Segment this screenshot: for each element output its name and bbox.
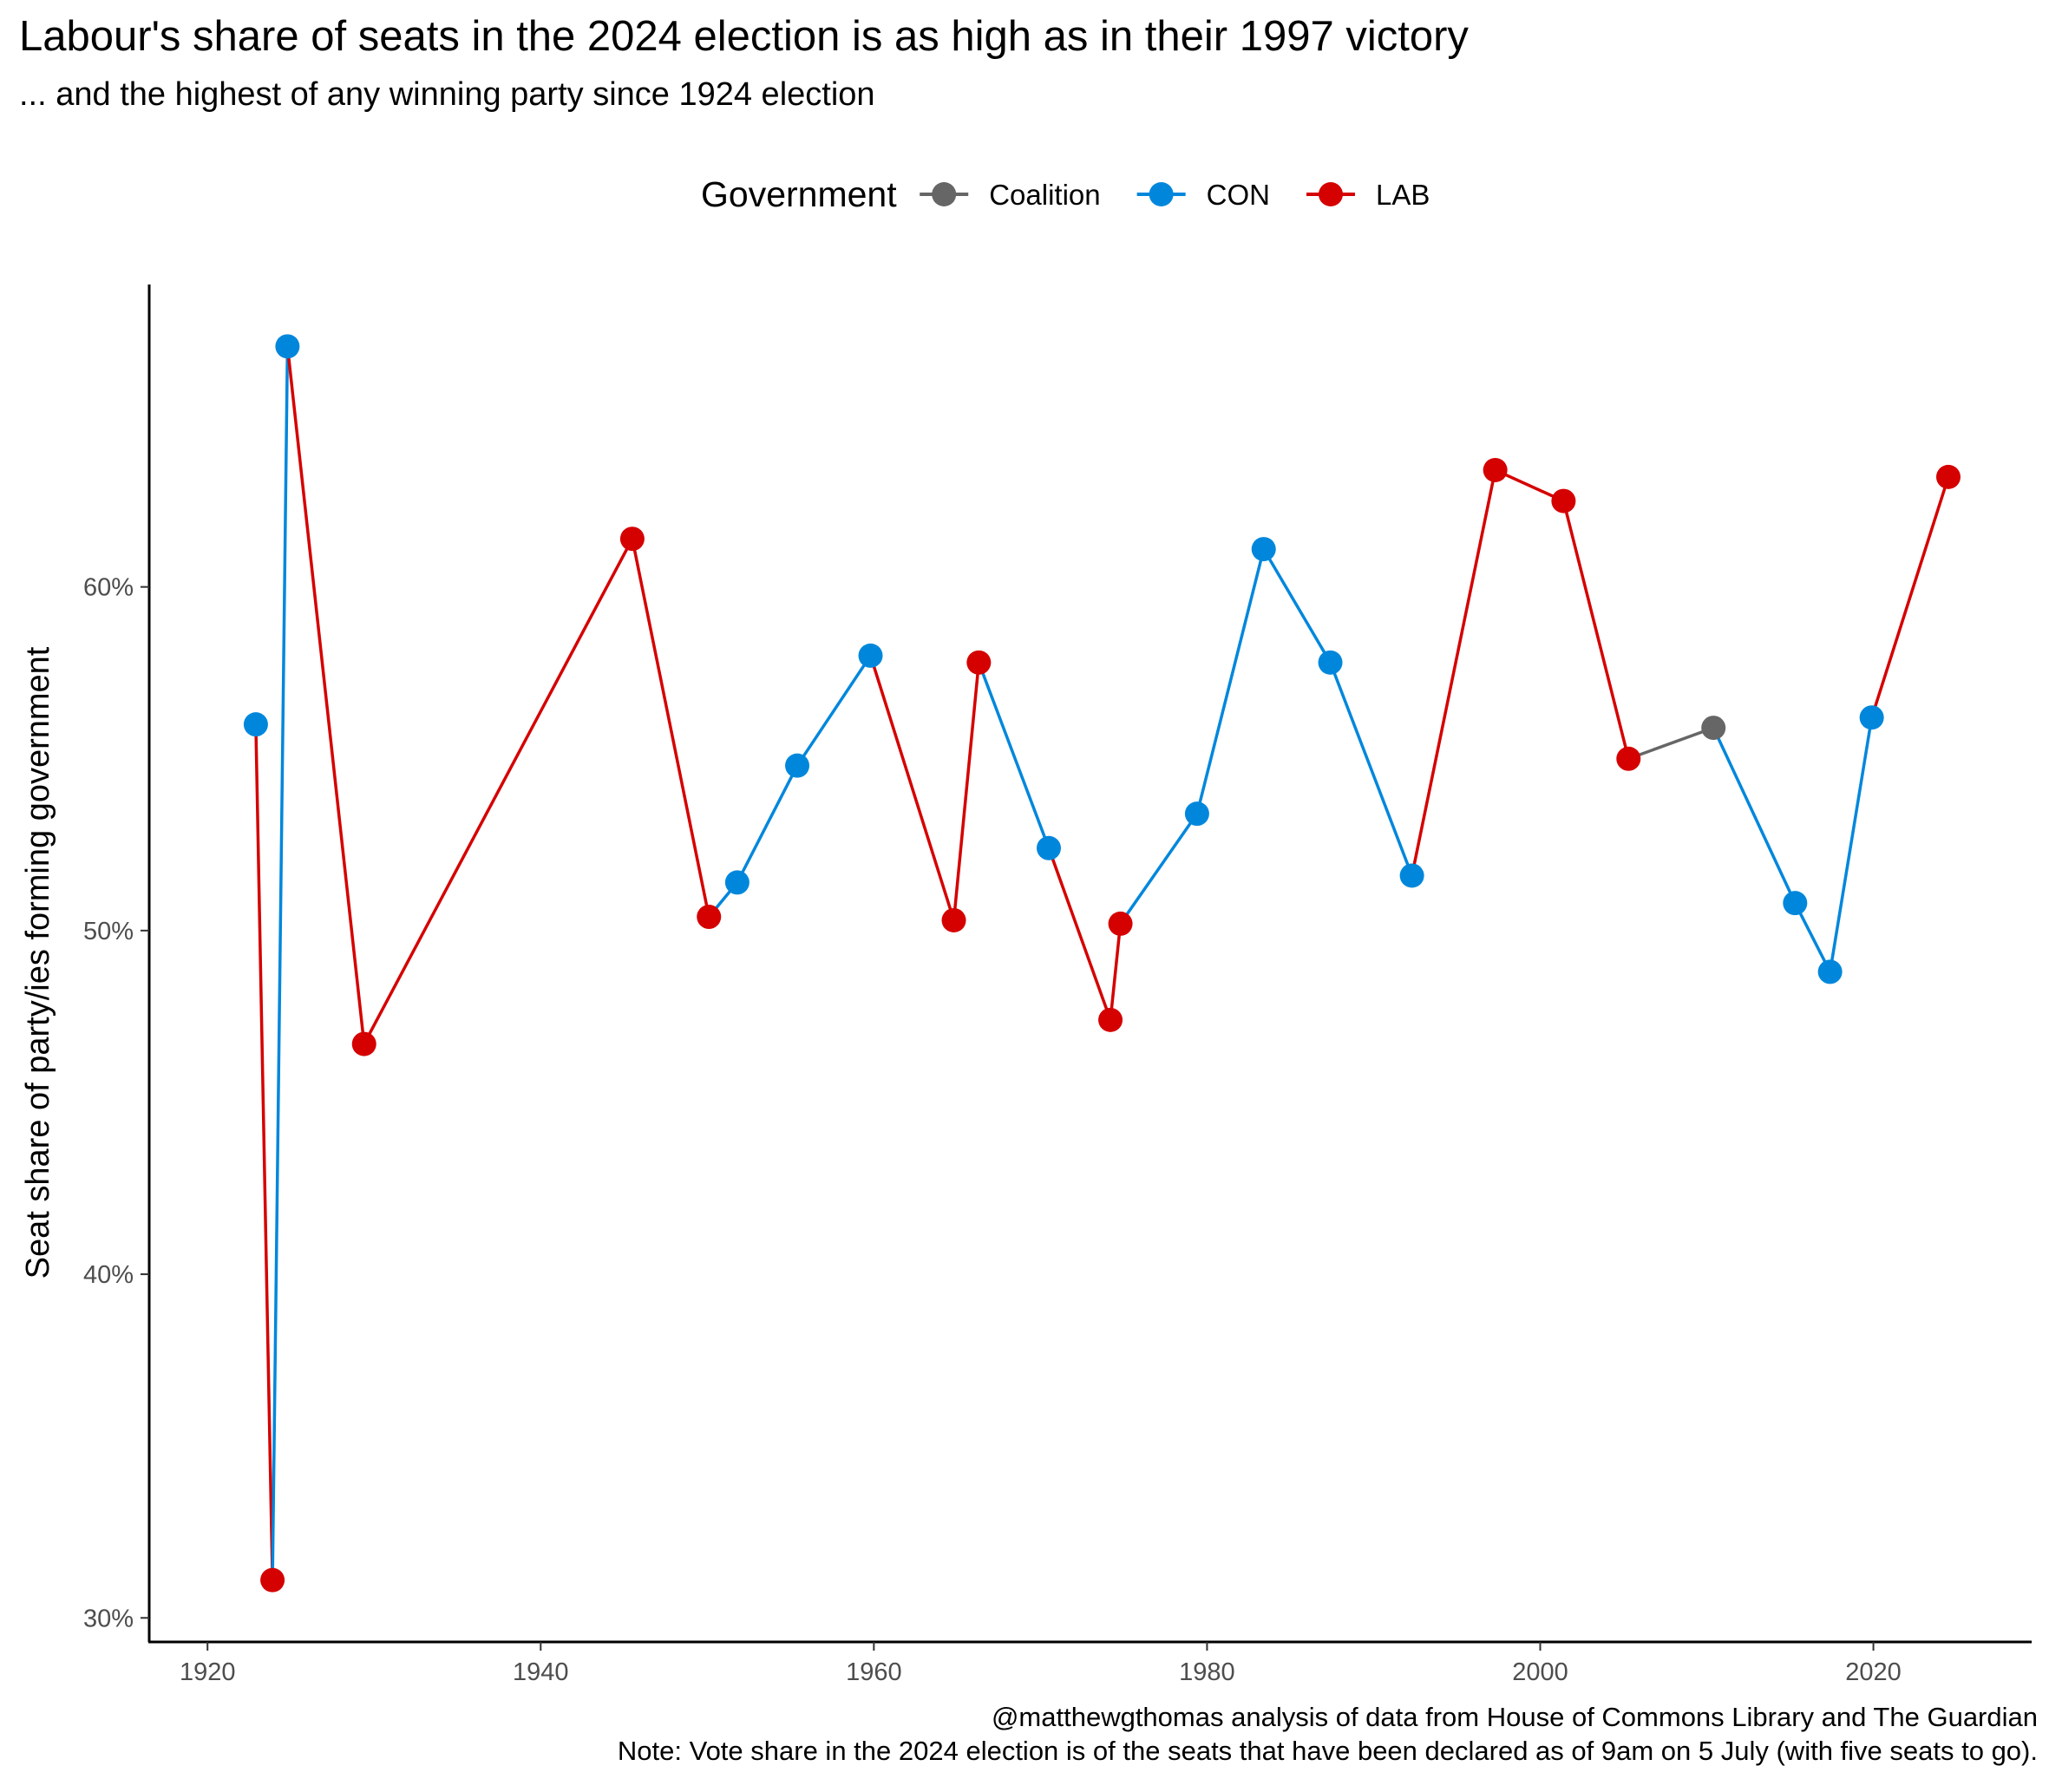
line-segment — [1047, 847, 1112, 1022]
line-segment — [1195, 547, 1266, 815]
chart-subtitle: ... and the highest of any winning party… — [19, 76, 875, 113]
data-point-lab — [697, 905, 722, 930]
legend-entry-lab: LAB — [1306, 179, 1430, 211]
legend-key-point — [1149, 182, 1174, 206]
data-point-con — [1251, 537, 1276, 562]
legend: Government Coalition CON LAB — [701, 174, 1430, 214]
line-segment — [1828, 716, 1874, 974]
line-segment — [362, 537, 634, 1046]
data-point-lab — [351, 1031, 376, 1056]
data-point-con — [275, 334, 300, 359]
y-tick-label: 30% — [83, 1605, 134, 1632]
legend-label: LAB — [1376, 179, 1430, 211]
data-point-con — [1783, 891, 1808, 916]
line-segment — [271, 344, 290, 1582]
data-point-con — [858, 643, 883, 668]
x-axis-ticks: 1920 1940 1960 1980 2000 2020 — [180, 1642, 1902, 1686]
line-segment — [1561, 499, 1631, 761]
data-point-lab — [941, 907, 966, 932]
x-tick-label: 1980 — [1179, 1658, 1235, 1686]
line-segment — [285, 344, 366, 1046]
line-segment — [1109, 922, 1123, 1022]
caption: @matthewgthomas analysis of data from Ho… — [618, 1700, 2038, 1768]
line-segment — [1627, 726, 1715, 761]
legend-key-point — [1318, 182, 1343, 206]
y-axis-title: Seat share of party/ies forming governme… — [20, 646, 56, 1279]
data-point-lab — [1483, 457, 1508, 482]
line-segment — [977, 661, 1051, 850]
data-point-con — [1399, 863, 1424, 888]
x-tick-label: 1920 — [180, 1658, 236, 1686]
line-segment — [1712, 726, 1797, 905]
data-point-con — [1817, 959, 1843, 984]
line-segment — [254, 723, 274, 1582]
line-segment — [1328, 661, 1414, 878]
line-segment — [1410, 468, 1497, 878]
line-segment — [1793, 901, 1832, 974]
line-segment — [631, 537, 710, 919]
data-point-lab — [1108, 911, 1133, 936]
data-point-con — [724, 870, 750, 895]
series-points — [243, 334, 1961, 1593]
series-lines — [254, 344, 1950, 1582]
legend-key-point — [932, 182, 957, 206]
data-point-con — [1318, 650, 1343, 675]
caption-note: Note: Vote share in the 2024 election is… — [617, 1736, 2038, 1766]
x-tick-label: 1960 — [846, 1658, 902, 1686]
y-tick-label: 60% — [83, 574, 134, 602]
data-point-lab — [966, 650, 992, 675]
legend-entry-con: CON — [1136, 179, 1270, 211]
data-point-lab — [1098, 1007, 1123, 1032]
data-point-coalition — [1701, 716, 1726, 741]
data-point-con — [1184, 801, 1209, 827]
x-tick-label: 2000 — [1512, 1658, 1568, 1686]
legend-entry-coalition: Coalition — [920, 179, 1101, 211]
y-axis-ticks: 30% 40% 50% 60% — [83, 574, 149, 1632]
line-segment — [952, 661, 981, 922]
line-segment — [736, 763, 799, 885]
data-point-con — [1859, 705, 1884, 730]
caption-source: @matthewgthomas analysis of data from Ho… — [991, 1702, 2038, 1732]
data-point-con — [1036, 835, 1061, 860]
data-point-lab — [1616, 746, 1641, 771]
line-segment — [868, 654, 956, 922]
data-point-lab — [260, 1567, 285, 1593]
line-segment — [1493, 468, 1566, 503]
line-segment — [1869, 475, 1950, 719]
data-point-con — [243, 712, 268, 737]
y-tick-label: 50% — [83, 918, 134, 945]
y-tick-label: 40% — [83, 1261, 134, 1289]
line-segment — [1118, 812, 1199, 925]
x-tick-label: 2020 — [1845, 1658, 1902, 1686]
x-tick-label: 1940 — [513, 1658, 569, 1686]
line-segment — [1261, 547, 1332, 664]
line-segment — [795, 654, 873, 768]
data-point-lab — [1935, 464, 1961, 489]
data-point-lab — [1551, 488, 1576, 513]
chart-title: Labour's share of seats in the 2024 elec… — [19, 13, 1469, 60]
data-point-lab — [619, 526, 645, 552]
data-point-con — [785, 753, 810, 778]
legend-label: Coalition — [989, 179, 1100, 211]
axes — [147, 284, 2032, 1644]
legend-title: Government — [701, 174, 897, 214]
legend-label: CON — [1207, 179, 1270, 211]
